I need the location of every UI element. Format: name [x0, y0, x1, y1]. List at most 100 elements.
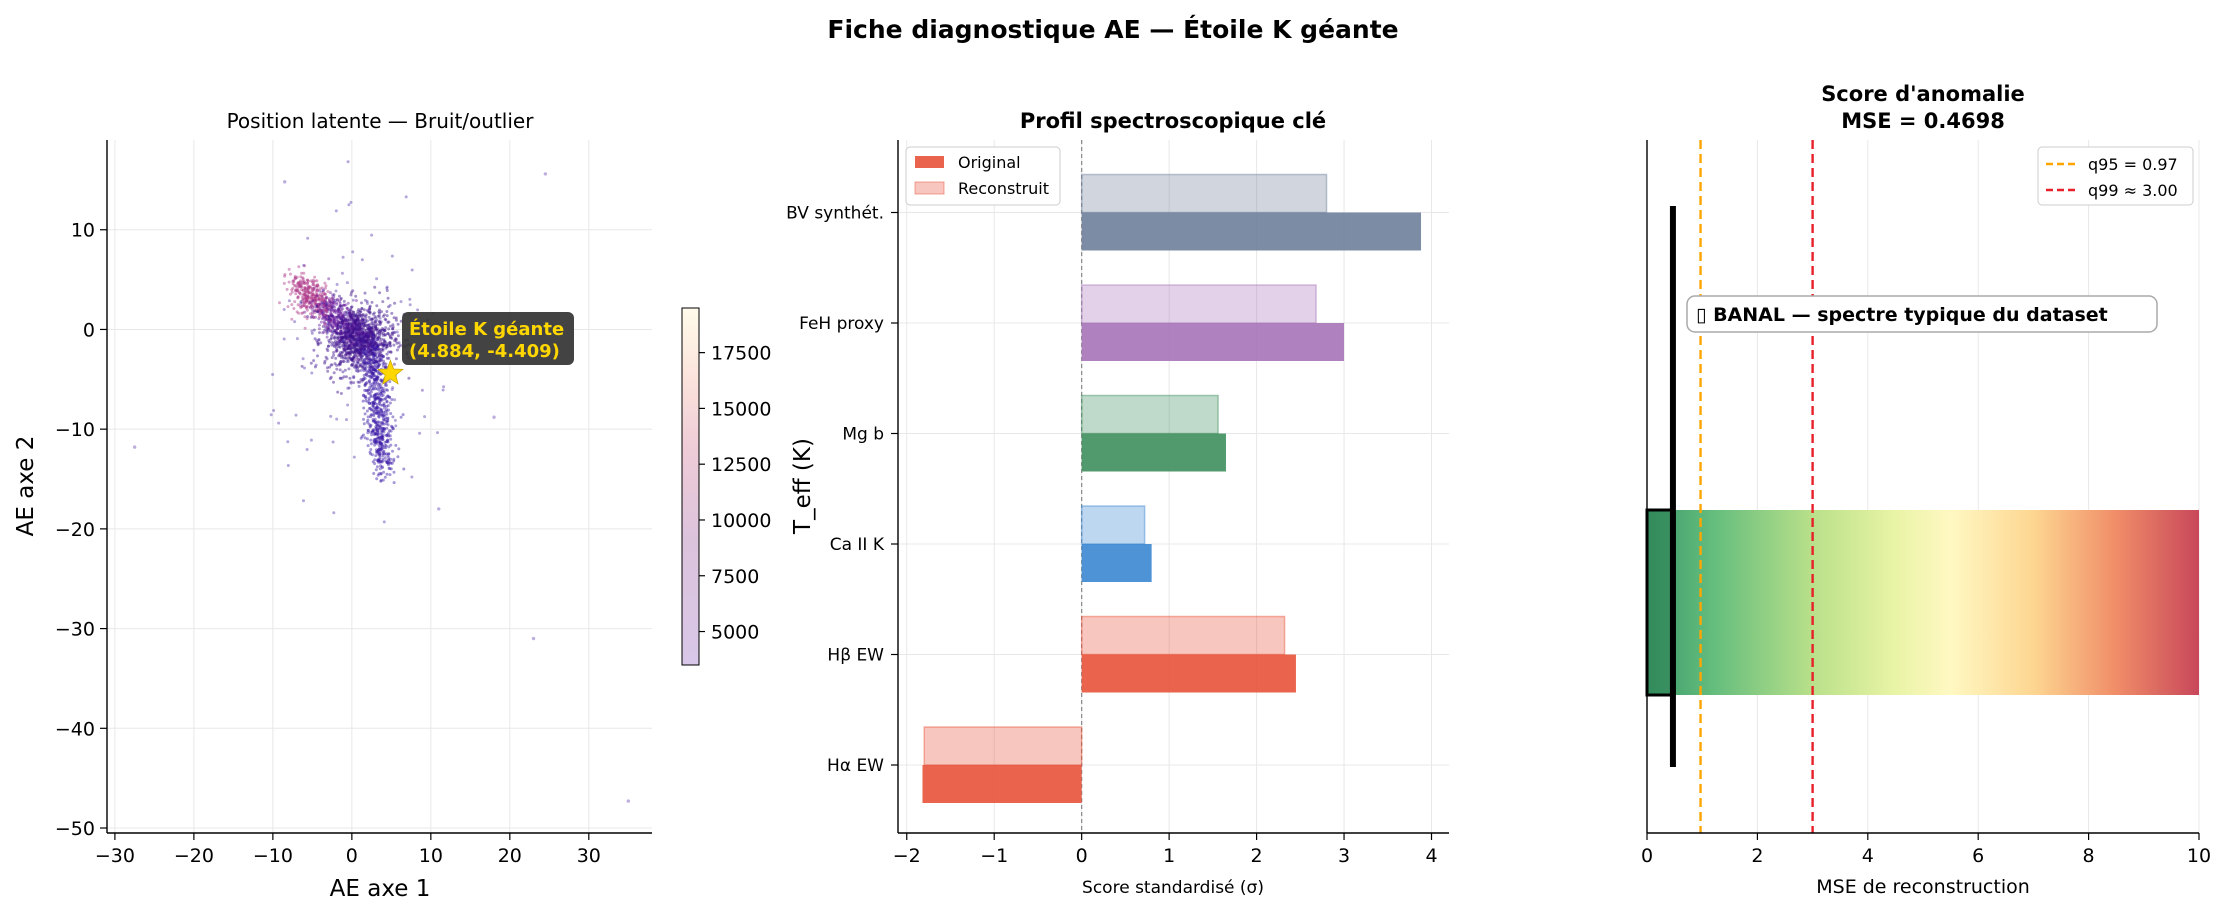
- latent-point: [369, 371, 373, 375]
- latent-point: [296, 295, 300, 299]
- latent-point: [326, 322, 330, 325]
- latent-point: [362, 336, 366, 340]
- latent-point: [343, 349, 347, 353]
- latent-point: [304, 305, 308, 309]
- latent-point: [370, 371, 374, 375]
- latent-point: [379, 408, 383, 412]
- latent-point: [366, 334, 370, 338]
- latent-point: [346, 326, 350, 330]
- latent-point: [366, 429, 370, 432]
- latent-point: [308, 291, 312, 295]
- latent-point: [329, 309, 333, 313]
- latent-point: [324, 286, 327, 290]
- latent-point: [360, 365, 364, 369]
- latent-point: [336, 390, 340, 394]
- latent-point: [349, 341, 353, 345]
- latent-point: [347, 323, 350, 327]
- latent-point: [379, 390, 383, 393]
- latent-point: [338, 301, 342, 305]
- latent-point: [358, 341, 361, 345]
- latent-point: [330, 325, 334, 329]
- latent-point: [361, 337, 365, 341]
- latent-point: [342, 335, 346, 339]
- latent-point: [376, 432, 380, 436]
- latent-point: [329, 414, 333, 418]
- latent-point: [361, 331, 365, 335]
- latent-point: [328, 308, 332, 312]
- anomaly-x-tick-label: 6: [1972, 845, 1984, 867]
- anomaly-x-tick-label: 0: [1641, 845, 1653, 867]
- latent-point: [346, 335, 350, 339]
- latent-point: [368, 361, 372, 365]
- latent-point: [380, 403, 384, 407]
- latent-point: [369, 365, 373, 369]
- latent-point: [352, 328, 356, 331]
- latent-point: [369, 357, 372, 361]
- latent-point: [352, 317, 356, 321]
- latent-point: [371, 346, 375, 350]
- latent-point: [386, 342, 390, 346]
- latent-point: [347, 324, 351, 328]
- latent-point: [301, 280, 305, 284]
- latent-point: [371, 342, 375, 346]
- latent-x-tick-label: 20: [498, 845, 522, 867]
- latent-point: [348, 376, 352, 380]
- latent-point: [375, 360, 378, 364]
- latent-point: [359, 362, 363, 366]
- latent-point: [351, 330, 355, 334]
- latent-point: [367, 331, 371, 335]
- latent-point: [377, 330, 381, 334]
- latent-point: [377, 359, 381, 362]
- latent-point: [378, 421, 381, 425]
- latent-point: [340, 335, 343, 338]
- latent-point: [380, 436, 384, 440]
- latent-point: [370, 365, 374, 369]
- latent-point: [350, 324, 354, 327]
- latent-point: [365, 362, 369, 366]
- latent-point: [362, 339, 366, 343]
- latent-point: [355, 342, 359, 346]
- latent-point: [385, 395, 389, 399]
- latent-point: [380, 348, 383, 351]
- latent-point: [368, 359, 372, 363]
- latent-point: [392, 459, 396, 463]
- latent-point: [334, 315, 338, 319]
- latent-point: [357, 349, 361, 353]
- latent-point: [358, 339, 361, 343]
- latent-point: [370, 375, 374, 379]
- latent-point: [305, 299, 309, 303]
- latent-point: [294, 284, 297, 288]
- latent-point: [349, 358, 353, 362]
- latent-point: [346, 322, 350, 326]
- latent-point: [376, 362, 380, 366]
- latent-point: [344, 332, 348, 336]
- latent-point: [324, 314, 328, 318]
- latent-point: [371, 352, 375, 356]
- bar-reconstruit: [923, 726, 1083, 766]
- latent-point: [341, 314, 344, 318]
- latent-title: Position latente — Bruit/outlier: [227, 109, 535, 133]
- latent-point: [370, 335, 374, 339]
- latent-point: [356, 328, 360, 332]
- latent-point: [321, 310, 325, 314]
- latent-point: [341, 320, 345, 324]
- latent-point: [343, 313, 347, 317]
- latent-point: [363, 344, 367, 348]
- latent-point: [356, 365, 360, 369]
- latent-point: [382, 389, 386, 393]
- latent-outlier-point: [492, 415, 496, 419]
- latent-point: [346, 325, 350, 329]
- latent-point: [325, 302, 329, 306]
- latent-point: [290, 317, 294, 321]
- latent-point: [325, 326, 329, 330]
- latent-point: [343, 340, 347, 344]
- latent-point: [358, 328, 362, 332]
- latent-point: [374, 425, 378, 429]
- latent-point: [381, 355, 385, 359]
- latent-point: [322, 320, 326, 324]
- latent-point: [360, 343, 364, 347]
- latent-point: [374, 387, 377, 391]
- latent-point: [306, 236, 310, 240]
- latent-point: [328, 319, 332, 323]
- latent-point: [326, 326, 330, 330]
